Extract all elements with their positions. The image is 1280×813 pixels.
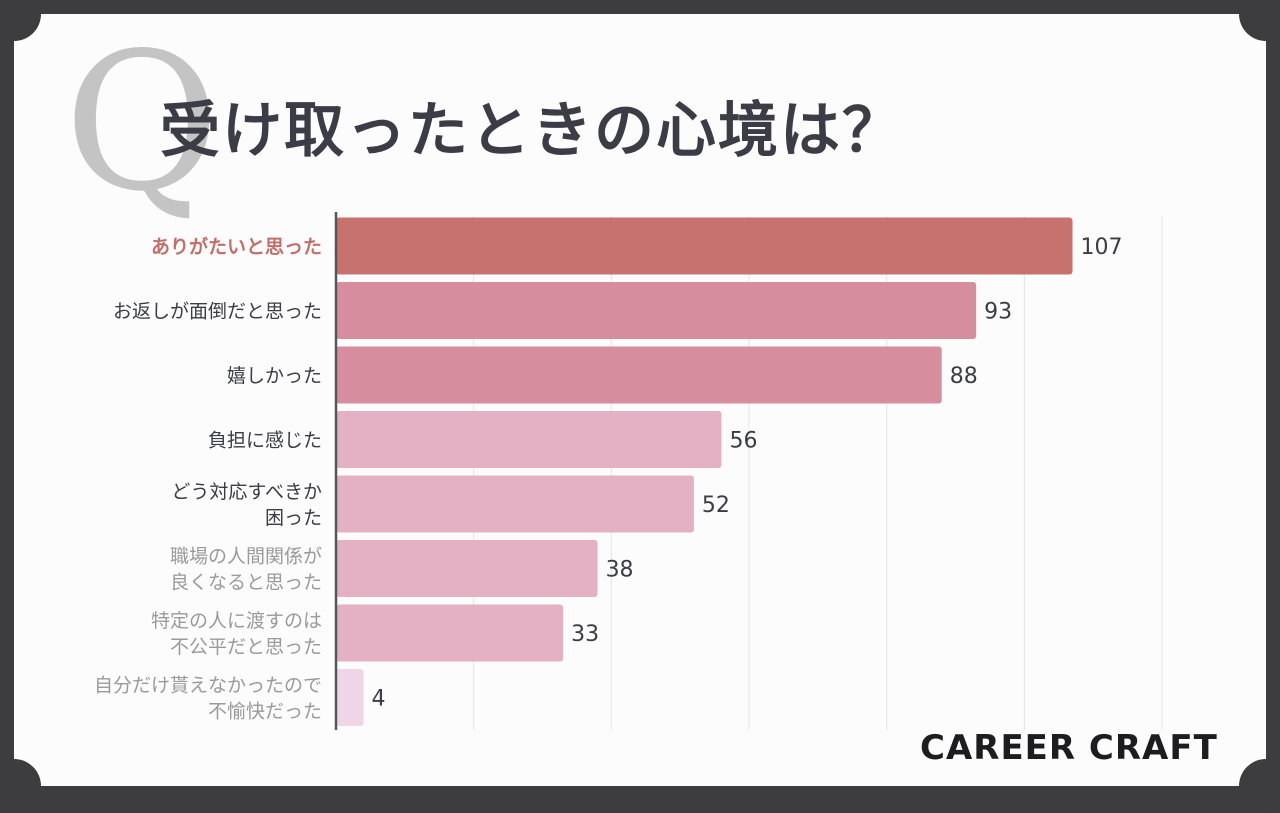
value-label: 4: [372, 687, 386, 712]
category-label: どう対応すべきか: [171, 481, 322, 503]
bar: [336, 604, 564, 662]
bar: [336, 282, 977, 339]
category-label: 不公平だと思った: [170, 636, 322, 658]
bar: [336, 540, 598, 597]
value-label: 52: [702, 493, 730, 518]
category-label: 良くなると思った: [170, 572, 322, 594]
bar: [336, 217, 1073, 275]
brand-logo: CAREER CRAFT: [920, 728, 1218, 768]
value-label: 107: [1081, 235, 1123, 260]
q-mark: Q: [64, 12, 220, 233]
category-label: お返しが面倒だと思った: [113, 301, 322, 323]
category-label: 不愉快だった: [208, 701, 322, 723]
bar: [336, 411, 722, 468]
category-label: 自分だけ貰えなかったので: [94, 675, 322, 697]
category-label: 職場の人間関係が: [170, 546, 322, 568]
bar: [336, 669, 364, 726]
category-label: ありがたいと思った: [151, 235, 322, 258]
category-label: 困った: [265, 507, 322, 529]
bar: [336, 346, 942, 404]
category-label: 負担に感じた: [208, 430, 322, 452]
bar: [336, 475, 694, 533]
value-label: 93: [984, 300, 1012, 325]
category-label: 嬉しかった: [227, 365, 322, 387]
page-title: 受け取ったときの心境は？: [160, 96, 904, 166]
category-label: 特定の人に渡すのは: [151, 610, 322, 632]
value-label: 56: [729, 429, 757, 454]
value-label: 38: [606, 558, 634, 583]
value-label: 88: [950, 364, 978, 389]
value-label: 33: [571, 622, 599, 647]
